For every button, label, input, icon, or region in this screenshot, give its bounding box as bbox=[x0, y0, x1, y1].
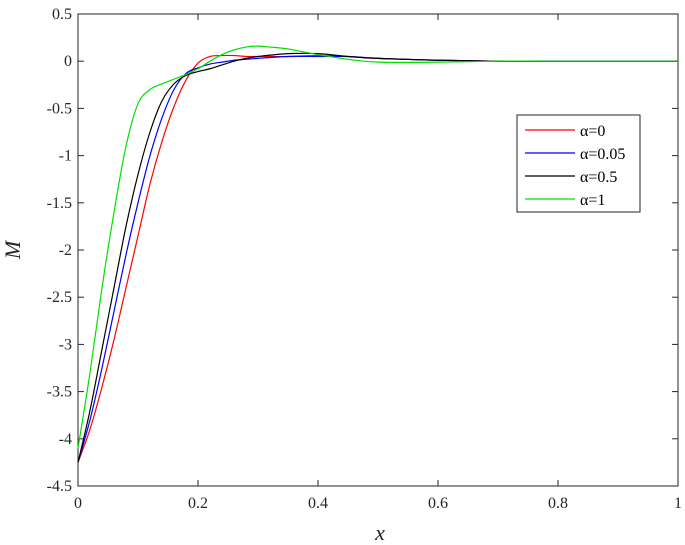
x-tick-label: 1 bbox=[674, 495, 682, 512]
y-tick-label: -1 bbox=[59, 148, 72, 165]
y-tick-label: -4.5 bbox=[47, 478, 72, 495]
x-axis-ticks: 0 0.2 0.4 0.6 0.8 1 bbox=[74, 14, 682, 512]
legend: α=0 α=0.05 α=0.5 α=1 bbox=[516, 114, 641, 213]
x-tick-label: 0.2 bbox=[188, 495, 208, 512]
series-line-3 bbox=[77, 45, 678, 449]
x-tick-label: 0 bbox=[74, 495, 82, 512]
x-axis-label: x bbox=[374, 520, 385, 545]
plot-area bbox=[77, 13, 679, 487]
legend-label-3: α=1 bbox=[580, 192, 605, 209]
legend-box bbox=[516, 114, 641, 213]
legend-label-0: α=0 bbox=[580, 123, 605, 140]
y-tick-label: 0 bbox=[64, 53, 72, 70]
y-tick-label: -2 bbox=[59, 242, 72, 259]
legend-label-1: α=0.05 bbox=[580, 146, 625, 163]
legend-label-2: α=0.5 bbox=[580, 169, 617, 186]
y-tick-label: -1.5 bbox=[47, 195, 72, 212]
x-tick-label: 0.6 bbox=[428, 495, 448, 512]
y-tick-label: -3 bbox=[59, 336, 72, 353]
x-tick-label: 0.4 bbox=[308, 495, 328, 512]
series-lines bbox=[77, 45, 678, 463]
y-tick-label: -2.5 bbox=[47, 289, 72, 306]
y-tick-label: 0.5 bbox=[52, 6, 72, 23]
y-axis-label: M bbox=[0, 239, 25, 260]
y-axis-ticks: 0.5 0 -0.5 -1 -1.5 -2 -2.5 -3 -3.5 -4 -4.5 bbox=[47, 6, 678, 495]
x-tick-label: 0.8 bbox=[548, 495, 568, 512]
series-line-2 bbox=[77, 52, 678, 463]
y-tick-label: -0.5 bbox=[47, 100, 72, 117]
y-tick-label: -4 bbox=[59, 431, 72, 448]
y-tick-label: -3.5 bbox=[47, 384, 72, 401]
